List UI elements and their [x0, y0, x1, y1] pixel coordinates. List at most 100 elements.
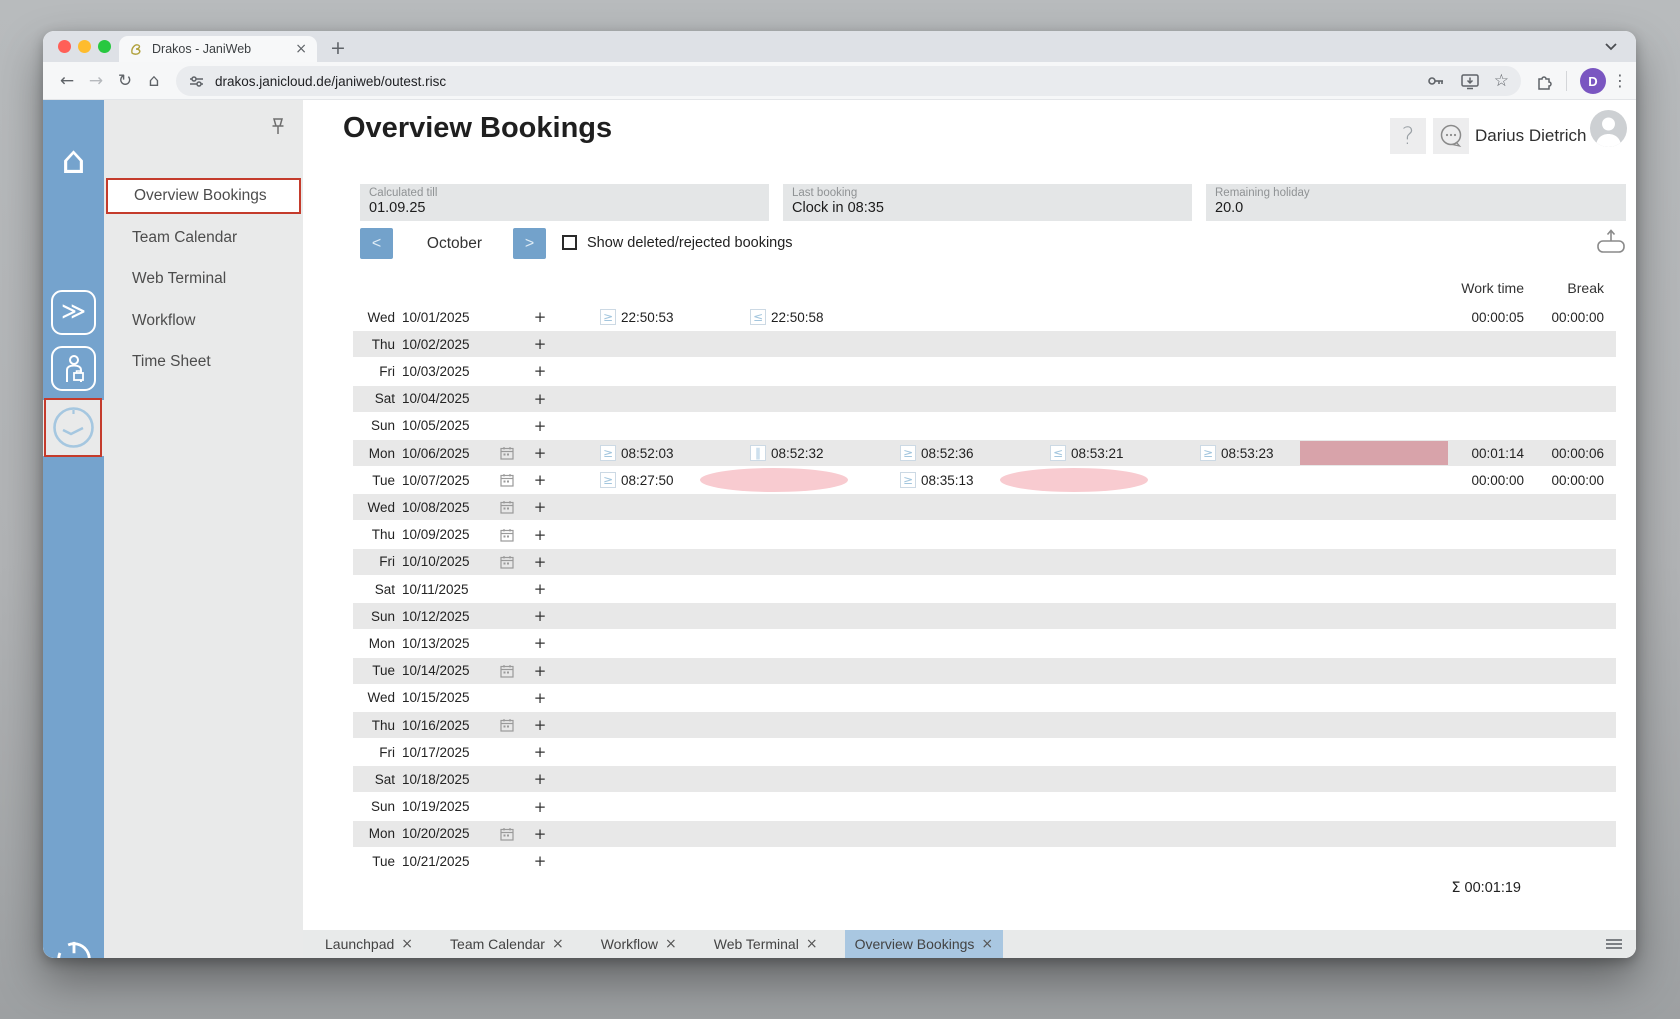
deleted-booking-block[interactable]	[1000, 468, 1148, 493]
booking-slot[interactable]: ≥08:27:50	[549, 467, 699, 493]
day-label: Tue	[372, 663, 395, 679]
sidebar-item-overview-bookings[interactable]: Overview Bookings	[106, 178, 301, 214]
address-bar[interactable]: drakos.janicloud.de/janiweb/outest.risc	[176, 66, 1521, 96]
calendar-icon[interactable]	[499, 549, 515, 575]
close-tab-icon[interactable]: ×	[551, 936, 564, 952]
open-tab-workflow[interactable]: Workflow ×	[591, 930, 687, 958]
pause-icon: ∥	[750, 445, 766, 461]
booking-slot[interactable]: ∥ 08:52:32	[699, 440, 849, 466]
add-booking-button[interactable]: +	[533, 661, 547, 680]
calendar-icon[interactable]	[499, 440, 515, 466]
booking-slot[interactable]: ≤08:53:21	[999, 440, 1149, 466]
add-booking-button[interactable]: +	[533, 716, 547, 734]
day-label: Wed	[367, 499, 395, 515]
launchpad-home-icon[interactable]: ⌂	[61, 138, 86, 182]
calendar-icon[interactable]	[499, 494, 515, 520]
add-booking-button[interactable]: +	[533, 770, 547, 789]
web-terminal-icon[interactable]: ≫	[51, 290, 96, 335]
booking-time: 22:50:58	[771, 309, 824, 325]
reload-icon[interactable]: ↻	[117, 71, 133, 91]
minimize-window-button[interactable]	[78, 40, 91, 53]
forward-icon[interactable]: →	[88, 71, 104, 91]
close-tab-icon[interactable]: ×	[805, 936, 818, 952]
install-app-icon[interactable]	[1460, 71, 1480, 91]
browser-tab[interactable]: Drakos - JaniWeb ×	[119, 36, 317, 62]
sidebar-item-team-calendar[interactable]: Team Calendar	[132, 228, 238, 246]
calendar-icon[interactable]	[499, 658, 515, 684]
tab-close-icon[interactable]: ×	[295, 41, 307, 57]
add-booking-button[interactable]: +	[533, 552, 547, 571]
browser-profile-avatar[interactable]: D	[1580, 68, 1606, 94]
open-tab-overview-bookings[interactable]: Overview Bookings ×	[844, 930, 1004, 958]
home-icon[interactable]: ⌂	[148, 71, 160, 91]
deleted-booking-block[interactable]	[700, 468, 848, 493]
prev-month-button[interactable]: <	[360, 228, 393, 259]
booking-slot[interactable]: ≥08:52:36	[849, 440, 999, 466]
back-icon[interactable]: ←	[59, 71, 75, 91]
add-booking-button[interactable]: +	[533, 634, 547, 653]
site-settings-icon[interactable]	[188, 73, 205, 90]
add-booking-button[interactable]: +	[533, 308, 547, 326]
open-tab-web-terminal[interactable]: Web Terminal ×	[704, 930, 828, 958]
booking-slot[interactable]: ≤22:50:58	[699, 304, 849, 330]
sidebar-item-time-sheet[interactable]: Time Sheet	[132, 353, 211, 370]
add-booking-button[interactable]: +	[533, 525, 547, 544]
help-button[interactable]: ?	[1390, 118, 1426, 154]
browser-menu-kebab-icon[interactable]: ⋮	[1612, 71, 1628, 90]
calendar-icon[interactable]	[499, 712, 515, 738]
add-booking-button[interactable]: +	[533, 471, 547, 490]
day-label: Mon	[368, 445, 395, 461]
sidebar-item-web-terminal[interactable]: Web Terminal	[132, 270, 227, 287]
password-key-icon[interactable]	[1426, 71, 1446, 91]
url-text[interactable]: drakos.janicloud.de/janiweb/outest.risc	[215, 73, 447, 89]
next-month-button[interactable]: >	[513, 228, 546, 259]
calendar-icon[interactable]	[499, 522, 515, 548]
calendar-icon[interactable]	[499, 467, 515, 493]
clock-out-icon: ≤	[1050, 445, 1066, 461]
workflow-person-icon[interactable]	[51, 346, 96, 391]
open-tab-team-calendar[interactable]: Team Calendar ×	[440, 930, 574, 958]
add-booking-button[interactable]: +	[533, 335, 547, 354]
add-booking-button[interactable]: +	[533, 824, 547, 843]
close-tab-icon[interactable]: ×	[981, 936, 994, 952]
show-deleted-checkbox[interactable]	[562, 235, 577, 250]
add-booking-button[interactable]: +	[533, 688, 547, 707]
open-tab-launchpad[interactable]: Launchpad ×	[315, 930, 423, 958]
add-booking-button[interactable]: +	[533, 498, 547, 517]
maximize-window-button[interactable]	[98, 40, 111, 53]
add-booking-button[interactable]: +	[533, 607, 547, 626]
add-booking-button[interactable]: +	[533, 416, 547, 435]
close-tab-icon[interactable]: ×	[665, 936, 677, 952]
booking-entry: ≥08:53:23	[1149, 445, 1274, 461]
add-booking-button[interactable]: +	[533, 444, 547, 462]
deleted-booking-block[interactable]	[1300, 441, 1448, 465]
logout-power-icon[interactable]	[53, 938, 95, 958]
booking-slot[interactable]: ≥22:50:53	[549, 304, 699, 330]
feedback-button[interactable]	[1433, 118, 1469, 154]
sidebar-item-workflow[interactable]: Workflow	[132, 311, 196, 329]
new-tab-button[interactable]: +	[330, 37, 346, 59]
booking-entry: ≥08:52:36	[849, 445, 974, 461]
booking-slot[interactable]: ≥08:35:13	[849, 467, 999, 493]
tab-search-chevron-icon[interactable]	[1599, 35, 1623, 59]
tabs-menu-hamburger-icon[interactable]	[1606, 939, 1622, 951]
booking-slot[interactable]: ≥08:52:03	[549, 440, 699, 466]
add-booking-button[interactable]: +	[533, 389, 547, 408]
browser-toolbar: ← → ↻ ⌂ drakos.janicloud.de/janiweb/oute…	[43, 62, 1636, 100]
export-upload-icon[interactable]	[1595, 227, 1629, 262]
row-band	[353, 657, 1616, 684]
add-booking-button[interactable]: +	[533, 580, 547, 598]
time-sheet-clock-icon[interactable]	[51, 405, 96, 455]
add-booking-button[interactable]: +	[533, 743, 547, 762]
user-avatar[interactable]	[1590, 110, 1627, 147]
extensions-icon[interactable]	[1535, 72, 1554, 96]
add-booking-button[interactable]: +	[533, 362, 547, 381]
booking-slot[interactable]: ≥08:53:23	[1149, 440, 1299, 466]
add-booking-button[interactable]: +	[533, 797, 547, 816]
pin-icon[interactable]	[267, 116, 289, 145]
close-window-button[interactable]	[58, 40, 71, 53]
calendar-icon[interactable]	[499, 821, 515, 847]
bookmark-star-icon[interactable]: ☆	[1493, 70, 1509, 91]
add-booking-button[interactable]: +	[533, 852, 547, 870]
close-tab-icon[interactable]: ×	[401, 936, 414, 952]
